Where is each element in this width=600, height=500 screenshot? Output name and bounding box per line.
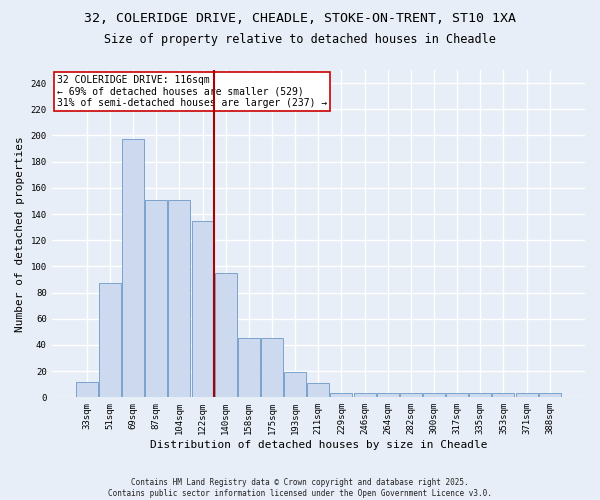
Bar xyxy=(99,284,121,398)
Bar xyxy=(331,394,352,398)
Bar xyxy=(423,394,445,398)
Bar xyxy=(400,394,422,398)
X-axis label: Distribution of detached houses by size in Cheadle: Distribution of detached houses by size … xyxy=(149,440,487,450)
Bar xyxy=(284,372,306,398)
Bar xyxy=(191,220,214,398)
Text: 32, COLERIDGE DRIVE, CHEADLE, STOKE-ON-TRENT, ST10 1XA: 32, COLERIDGE DRIVE, CHEADLE, STOKE-ON-T… xyxy=(84,12,516,26)
Bar xyxy=(539,394,561,398)
Bar xyxy=(515,394,538,398)
Bar xyxy=(377,394,399,398)
Bar xyxy=(493,394,514,398)
Bar xyxy=(446,394,468,398)
Bar xyxy=(122,140,144,398)
Y-axis label: Number of detached properties: Number of detached properties xyxy=(15,136,25,332)
Bar xyxy=(169,200,190,398)
Bar xyxy=(261,338,283,398)
Bar xyxy=(307,383,329,398)
Bar xyxy=(145,200,167,398)
Bar xyxy=(238,338,260,398)
Text: 32 COLERIDGE DRIVE: 116sqm
← 69% of detached houses are smaller (529)
31% of sem: 32 COLERIDGE DRIVE: 116sqm ← 69% of deta… xyxy=(57,75,327,108)
Bar xyxy=(76,382,98,398)
Text: Size of property relative to detached houses in Cheadle: Size of property relative to detached ho… xyxy=(104,32,496,46)
Bar xyxy=(215,273,236,398)
Bar xyxy=(353,394,376,398)
Text: Contains HM Land Registry data © Crown copyright and database right 2025.
Contai: Contains HM Land Registry data © Crown c… xyxy=(108,478,492,498)
Bar xyxy=(469,394,491,398)
